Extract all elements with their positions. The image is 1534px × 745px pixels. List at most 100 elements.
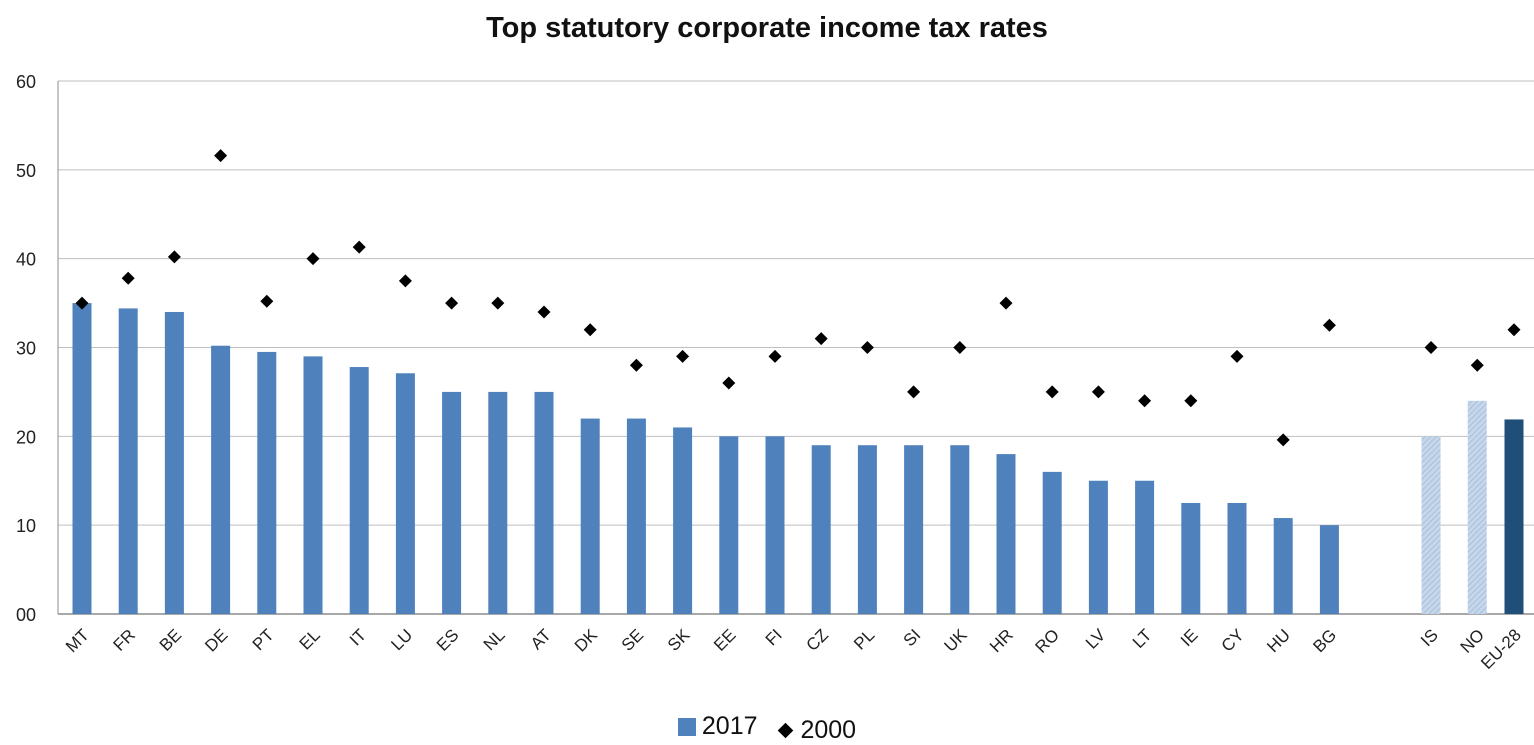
bar-2017-mt bbox=[72, 303, 92, 614]
bar-2017-fi bbox=[765, 436, 785, 614]
bar-2017-lt bbox=[1135, 480, 1155, 614]
point-2000-dk bbox=[583, 323, 597, 337]
bar-2017-se bbox=[626, 418, 646, 614]
bar-2017-lv bbox=[1088, 480, 1108, 614]
point-2000-at bbox=[537, 305, 551, 319]
x-tick-label: PL bbox=[850, 625, 878, 653]
point-2000-ee bbox=[722, 376, 736, 390]
bar-2017-nl bbox=[488, 391, 508, 614]
x-tick-label: EE bbox=[710, 625, 739, 654]
point-2000-es bbox=[445, 296, 459, 310]
y-tick-label: 00 bbox=[16, 605, 36, 625]
legend-swatch-2000 bbox=[778, 722, 794, 738]
point-2000-cz bbox=[814, 332, 828, 346]
x-tick-label: PT bbox=[249, 625, 278, 654]
bar-2017-cz bbox=[811, 445, 831, 614]
x-tick-label: CY bbox=[1218, 625, 1248, 655]
point-2000-lu bbox=[398, 274, 412, 288]
point-2000-se bbox=[629, 358, 643, 372]
bar-2017-pt bbox=[257, 351, 277, 614]
bar-2017-es bbox=[442, 391, 462, 614]
point-2000-si bbox=[907, 385, 921, 399]
bar-2017-ie bbox=[1181, 502, 1201, 614]
point-2000-be bbox=[167, 250, 181, 264]
bar-2017-hu bbox=[1273, 518, 1293, 614]
x-tick-label: IT bbox=[346, 625, 370, 649]
x-tick-label: FR bbox=[110, 625, 139, 654]
y-tick-label: 20 bbox=[16, 427, 36, 447]
x-tick-label: SI bbox=[900, 625, 925, 650]
bar-2017-dk bbox=[580, 418, 600, 614]
legend-swatch-2017 bbox=[677, 717, 696, 736]
point-2000-eu-28 bbox=[1507, 323, 1521, 337]
x-tick-label: LU bbox=[387, 625, 416, 654]
point-2000-fi bbox=[768, 349, 782, 363]
legend-item-2017: 2017 bbox=[677, 712, 758, 741]
chart-title: Top statutory corporate income tax rates bbox=[486, 12, 1048, 44]
x-tick-label: CZ bbox=[803, 625, 832, 654]
x-tick-label: DK bbox=[571, 625, 602, 656]
x-tick-label: HR bbox=[986, 625, 1017, 656]
bar-2017-no bbox=[1467, 400, 1487, 614]
point-2000-lt bbox=[1138, 394, 1152, 408]
point-2000-pl bbox=[860, 341, 874, 354]
point-2000-is bbox=[1424, 341, 1438, 354]
point-2000-hr bbox=[999, 296, 1013, 310]
point-2000-ie bbox=[1184, 394, 1198, 408]
bar-2017-it bbox=[349, 367, 369, 614]
point-2000-lv bbox=[1091, 385, 1105, 399]
y-tick-label: 50 bbox=[16, 161, 36, 181]
x-tick-label: AT bbox=[527, 625, 555, 653]
bar-2017-pl bbox=[857, 445, 877, 614]
x-tick-label: RO bbox=[1032, 625, 1063, 656]
bar-2017-si bbox=[904, 445, 924, 614]
x-tick-label: LV bbox=[1082, 625, 1110, 653]
point-2000-fr bbox=[121, 271, 135, 285]
point-2000-de bbox=[214, 149, 228, 163]
point-2000-bg bbox=[1322, 318, 1336, 332]
point-2000-uk bbox=[953, 341, 967, 354]
point-2000-no bbox=[1470, 358, 1484, 372]
x-tick-label: NL bbox=[480, 625, 509, 654]
x-tick-label: MT bbox=[62, 625, 93, 656]
point-2000-ro bbox=[1045, 385, 1059, 399]
point-2000-sk bbox=[676, 349, 690, 363]
x-tick-label: EU-28 bbox=[1477, 625, 1525, 673]
bar-2017-is bbox=[1421, 436, 1441, 614]
x-tick-label: IE bbox=[1177, 625, 1202, 650]
x-tick-label: HU bbox=[1263, 625, 1294, 656]
bar-2017-fr bbox=[118, 308, 138, 614]
point-2000-it bbox=[352, 240, 366, 254]
y-tick-label: 40 bbox=[16, 250, 36, 270]
x-tick-label: BG bbox=[1309, 625, 1340, 656]
point-2000-pt bbox=[260, 294, 274, 308]
bar-2017-de bbox=[211, 345, 231, 614]
bar-2017-cy bbox=[1227, 502, 1247, 614]
point-2000-mt bbox=[75, 296, 89, 310]
point-2000-cy bbox=[1230, 349, 1244, 363]
x-tick-label: UK bbox=[940, 625, 971, 656]
bar-2017-hr bbox=[996, 454, 1016, 614]
x-tick-label: SK bbox=[664, 625, 694, 655]
point-2000-nl bbox=[491, 296, 505, 310]
point-2000-el bbox=[306, 252, 320, 266]
bar-2017-bg bbox=[1319, 525, 1339, 614]
x-tick-label: DE bbox=[201, 625, 231, 655]
x-tick-label: LT bbox=[1129, 625, 1156, 652]
legend-item-2000: 2000 bbox=[776, 716, 856, 745]
x-tick-label: IS bbox=[1417, 625, 1442, 650]
chart-legend: 2017 2000 bbox=[0, 712, 1534, 745]
point-2000-hu bbox=[1276, 433, 1290, 447]
bar-2017-uk bbox=[950, 445, 970, 614]
x-tick-label: EL bbox=[296, 625, 324, 653]
x-tick-label: SE bbox=[618, 625, 647, 654]
bar-2017-be bbox=[164, 311, 184, 614]
x-tick-label: FI bbox=[762, 625, 786, 649]
x-tick-label: ES bbox=[433, 625, 462, 654]
legend-label-2017: 2017 bbox=[701, 712, 758, 740]
bar-2017-el bbox=[303, 356, 323, 614]
x-tick-label: BE bbox=[156, 625, 185, 654]
bar-2017-eu-28 bbox=[1504, 419, 1524, 614]
